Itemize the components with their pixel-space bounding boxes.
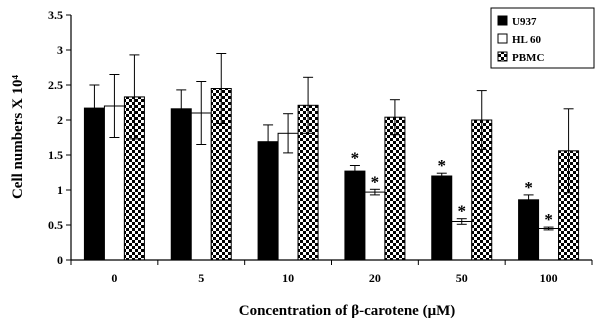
x-axis-title: Concentration of β-carotene (μM) — [239, 303, 455, 319]
legend-swatch-u937 — [497, 15, 508, 26]
bar-hl60-100 — [538, 228, 560, 261]
legend: U937 HL 60 PBMC — [490, 7, 595, 69]
x-tick-label: 20 — [369, 271, 381, 285]
y-tick-label: 2.5 — [48, 78, 63, 92]
bar-u937-10 — [257, 141, 279, 261]
bar-hl60-20 — [364, 191, 386, 261]
y-tick-label: 0 — [57, 253, 63, 267]
bar-pbmc-20 — [384, 116, 406, 261]
y-tick-label: 3 — [57, 43, 63, 57]
bar-u937-20 — [344, 170, 366, 261]
bar-hl60-50 — [451, 221, 473, 261]
legend-label-u937: U937 — [512, 16, 537, 28]
y-tick-label: 2 — [57, 113, 63, 127]
bar-u937-50 — [431, 175, 453, 261]
x-tick-label: 5 — [198, 271, 204, 285]
x-tick-label: 10 — [282, 271, 294, 285]
y-tick-label: 1 — [57, 183, 63, 197]
significance-star: * — [371, 172, 380, 191]
y-tick-label: 0.5 — [48, 218, 63, 232]
legend-label-pbmc: PBMC — [512, 52, 544, 64]
legend-box — [490, 7, 595, 69]
x-tick-label: 50 — [456, 271, 468, 285]
legend-label-hl60: HL 60 — [512, 34, 542, 46]
x-tick-label: 0 — [111, 271, 117, 285]
significance-star: * — [438, 156, 447, 175]
significance-star: * — [351, 149, 360, 168]
x-tick-label: 100 — [540, 271, 558, 285]
y-axis-title: Cell numbers X 10⁴ — [10, 74, 26, 199]
significance-star: * — [544, 210, 553, 229]
bar-u937-5 — [170, 108, 192, 261]
bar-u937-100 — [518, 199, 540, 261]
plot-area: 0 0.5 1 1.5 2 2.5 3 3.5 0 5 10 * * 20 * * 50 * * 100 — [48, 8, 593, 285]
y-tick-label: 1.5 — [48, 148, 63, 162]
y-tick-label: 3.5 — [48, 8, 63, 22]
legend-swatch-hl60 — [497, 33, 508, 44]
legend-swatch-pbmc — [497, 51, 508, 62]
significance-star: * — [458, 202, 467, 221]
significance-star: * — [524, 178, 533, 197]
